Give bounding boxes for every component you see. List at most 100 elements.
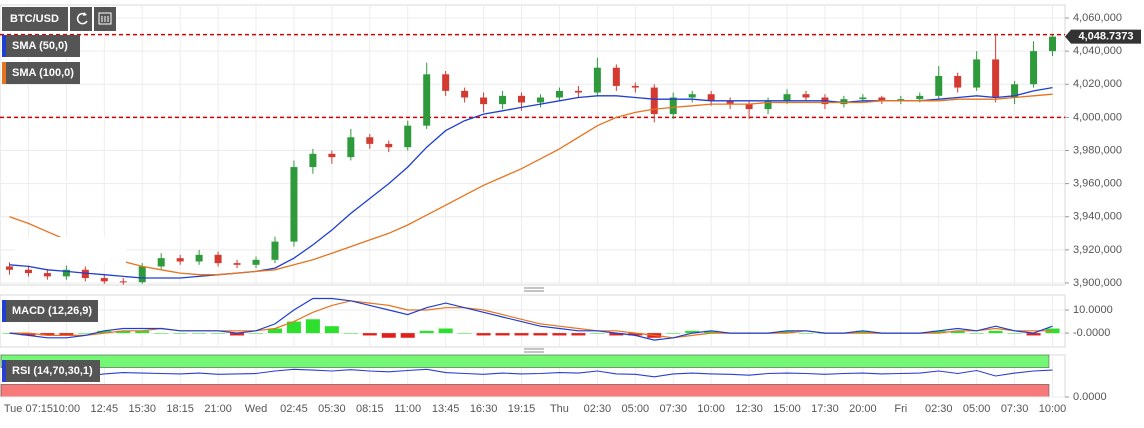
legend-swatch: [2, 360, 6, 382]
histogram-bar: [988, 330, 1003, 334]
candle-body: [973, 59, 981, 88]
panel-handle[interactable]: [524, 287, 544, 292]
candle-body: [347, 137, 355, 158]
symbol-label: BTC/USD: [10, 13, 59, 25]
candle-body: [366, 137, 374, 144]
x-tick-label: 17:30: [811, 403, 839, 415]
candle-body: [43, 273, 51, 277]
legend-swatch: [2, 62, 6, 84]
y-tick-label: 10.0000: [1073, 304, 1113, 316]
candle-body: [423, 74, 431, 126]
histogram-bar: [438, 328, 453, 334]
legend-label: MACD (12,26,9): [12, 305, 92, 317]
candle-body: [138, 266, 146, 283]
histogram-bar: [97, 330, 112, 334]
candle-body: [271, 241, 279, 260]
y-tick-label: 0.0000: [1073, 391, 1107, 403]
histogram-bar: [1045, 328, 1060, 334]
histogram-bar: [305, 319, 320, 334]
y-tick-label: 4,020,000: [1073, 78, 1122, 90]
candle-body: [536, 97, 544, 103]
candle-body: [100, 278, 108, 282]
candle-body: [783, 94, 791, 101]
histogram-bar: [780, 330, 795, 334]
legend-box: [2, 62, 80, 84]
candle-body: [802, 94, 810, 98]
histogram-bar: [286, 321, 301, 334]
candle-body: [954, 75, 962, 88]
candle-body: [612, 67, 620, 86]
histogram-bar: [495, 333, 510, 336]
y-tick-label: 3,980,000: [1073, 144, 1122, 156]
legend-box: [2, 7, 68, 31]
histogram-bar: [400, 333, 415, 338]
histogram-bar: [1026, 333, 1041, 336]
candle-body: [404, 125, 412, 148]
candle-body: [119, 281, 127, 283]
legend-label: SMA (100,0): [12, 67, 74, 79]
price-box: [1071, 29, 1141, 44]
legend-swatch: [2, 35, 6, 57]
rsi-line: [9, 368, 1053, 378]
x-tick-label: 21:00: [204, 403, 232, 415]
price-pointer: [1065, 29, 1071, 44]
histogram-bar: [855, 330, 870, 334]
candle-body: [1011, 84, 1019, 98]
x-tick-label: 05:00: [622, 403, 650, 415]
symbol-legend: BTC/USD: [2, 7, 116, 31]
candle-body: [81, 269, 89, 279]
x-tick-label: 12:45: [91, 403, 119, 415]
x-tick-label: 05:00: [963, 403, 991, 415]
histogram-bar: [666, 333, 681, 334]
y-tick-label: 3,920,000: [1073, 244, 1122, 256]
histogram-bar: [590, 333, 605, 334]
histogram-bar: [192, 333, 207, 334]
histogram-bar: [230, 333, 245, 336]
x-tick-label: 02:45: [280, 403, 308, 415]
histogram-bar: [950, 330, 965, 334]
candle-body: [385, 143, 393, 148]
plot-layer: Tue 07:15 10:00 12:45 15:30 18:15 21:00 Wed 02:…: [0, 5, 1141, 415]
main-panel: [0, 4, 1066, 286]
x-tick-label: 07:30: [1001, 403, 1029, 415]
candle-body: [992, 59, 1000, 98]
panel-handle[interactable]: [524, 348, 544, 353]
candle-body: [62, 269, 70, 277]
x-tick-label: Wed: [245, 403, 267, 415]
histogram-bar: [324, 326, 339, 334]
price-label: 4,048.7373: [1078, 31, 1133, 43]
histogram-bar: [362, 333, 377, 336]
histogram-bar: [476, 333, 491, 336]
candle-body: [157, 258, 165, 267]
candle-body: [442, 74, 450, 91]
candle-body: [878, 97, 886, 101]
histogram-bar: [173, 333, 188, 334]
candle-body: [631, 85, 639, 88]
histogram-bar: [685, 330, 700, 334]
y-tick-label: 3,960,000: [1073, 178, 1122, 190]
x-tick-label: 20:00: [849, 403, 877, 415]
candle-body: [707, 94, 715, 101]
candle-body: [745, 104, 753, 110]
candle-body: [688, 94, 696, 98]
candle-body: [461, 90, 469, 98]
rsi-band: [0, 384, 1050, 398]
candle-body: [480, 97, 488, 105]
candle-body: [916, 95, 924, 100]
x-tick-label: 07:30: [659, 403, 687, 415]
histogram-bar: [931, 330, 946, 334]
refresh-button[interactable]: [70, 7, 92, 31]
x-tick-label: Tue 07:15: [4, 403, 53, 415]
histogram-bar: [609, 333, 624, 336]
candle-body: [518, 95, 526, 103]
x-tick-label: 02:30: [584, 403, 612, 415]
x-tick-label: 16:30: [470, 403, 498, 415]
histogram-bar: [969, 333, 984, 334]
x-tick-label: 13:45: [432, 403, 460, 415]
legend-box: [2, 360, 100, 382]
candle-body: [593, 67, 601, 93]
candle-body: [328, 153, 336, 158]
x-tick-label: 18:15: [166, 403, 194, 415]
candle-body: [233, 263, 241, 265]
x-tick-label: 10:00: [53, 403, 81, 415]
